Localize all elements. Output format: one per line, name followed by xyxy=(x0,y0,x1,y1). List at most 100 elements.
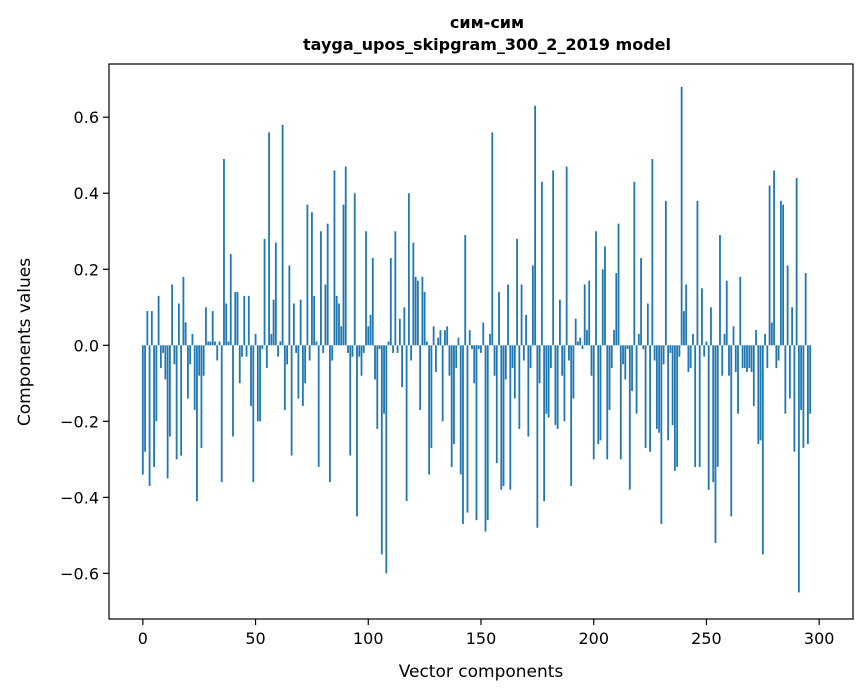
bar-287 xyxy=(788,345,791,399)
bar-177 xyxy=(540,181,543,346)
bar-69 xyxy=(297,345,300,399)
bar-186 xyxy=(561,345,564,376)
y-tick-label: 0.6 xyxy=(74,108,99,127)
bar-21 xyxy=(189,345,192,365)
bar-171 xyxy=(527,345,530,437)
bar-76 xyxy=(313,295,316,346)
bar-66 xyxy=(290,345,293,456)
bar-39 xyxy=(229,254,232,346)
bar-34 xyxy=(218,341,221,346)
bar-65 xyxy=(288,265,291,346)
bar-169 xyxy=(522,345,525,361)
bar-278 xyxy=(768,185,771,346)
bar-219 xyxy=(635,345,638,414)
bar-144 xyxy=(466,345,469,513)
bar-81 xyxy=(324,284,327,346)
bar-264 xyxy=(737,345,739,414)
bar-72 xyxy=(304,345,307,384)
bar-48 xyxy=(250,345,252,407)
bar-222 xyxy=(642,345,645,350)
bar-52 xyxy=(259,345,261,422)
bar-40 xyxy=(232,345,234,437)
bar-223 xyxy=(644,345,647,448)
bar-295 xyxy=(807,345,809,445)
bar-68 xyxy=(295,345,298,353)
bar-202 xyxy=(597,345,600,445)
bar-45 xyxy=(243,295,246,346)
bar-82 xyxy=(326,223,329,346)
bar-220 xyxy=(637,333,640,346)
bar-136 xyxy=(448,345,451,376)
x-axis-label: Vector components xyxy=(399,662,564,682)
bar-170 xyxy=(525,314,527,346)
bar-157 xyxy=(495,345,498,464)
bar-251 xyxy=(707,345,710,490)
bar-121 xyxy=(414,276,417,346)
bar-70 xyxy=(299,299,302,346)
bar-158 xyxy=(498,292,500,346)
bar-28 xyxy=(205,307,207,346)
bar-80 xyxy=(322,345,325,353)
bar-100 xyxy=(367,326,370,346)
bar-260 xyxy=(728,345,730,376)
bar-151 xyxy=(482,322,485,346)
bar-61 xyxy=(279,341,282,346)
bar-44 xyxy=(241,345,243,357)
bar-63 xyxy=(283,345,286,410)
bar-122 xyxy=(416,280,419,346)
bar-255 xyxy=(716,345,719,467)
y-tick-label: −0.2 xyxy=(60,412,99,431)
x-tick-label: 100 xyxy=(353,629,384,648)
chart-subtitle: tayga_upos_skipgram_300_2_2019 model xyxy=(303,35,671,54)
bar-293 xyxy=(802,345,805,448)
x-tick-label: 250 xyxy=(691,629,722,648)
bar-62 xyxy=(281,124,284,346)
bar-19 xyxy=(184,322,187,346)
y-axis-label: Components values xyxy=(15,258,35,426)
x-tick-label: 300 xyxy=(804,629,835,648)
bar-54 xyxy=(263,238,266,346)
bar-134 xyxy=(444,330,446,346)
bar-142 xyxy=(462,345,464,524)
bar-198 xyxy=(588,280,591,346)
bar-209 xyxy=(613,330,615,346)
bar-247 xyxy=(698,345,701,467)
bar-77 xyxy=(315,341,318,346)
bar-4 xyxy=(150,311,153,346)
bar-116 xyxy=(403,307,406,346)
bar-11 xyxy=(166,345,169,479)
bar-165 xyxy=(513,345,516,399)
bar-102 xyxy=(371,257,374,346)
bar-258 xyxy=(723,333,726,346)
bar-267 xyxy=(743,345,746,369)
bar-194 xyxy=(579,337,582,346)
bar-291 xyxy=(797,345,800,593)
bar-15 xyxy=(175,345,178,460)
bar-236 xyxy=(673,345,676,471)
bar-128 xyxy=(430,345,433,448)
bar-266 xyxy=(741,345,744,369)
bar-117 xyxy=(405,345,408,502)
bar-281 xyxy=(775,345,778,369)
bar-60 xyxy=(277,345,279,357)
bar-73 xyxy=(306,204,309,346)
bar-179 xyxy=(545,345,548,414)
bar-95 xyxy=(356,345,358,517)
bar-138 xyxy=(453,345,455,445)
bar-135 xyxy=(446,326,449,346)
bar-149 xyxy=(477,345,480,350)
bar-112 xyxy=(394,231,397,346)
bars-group xyxy=(141,86,812,593)
bar-53 xyxy=(261,345,264,350)
x-tick-label: 150 xyxy=(466,629,497,648)
bar-285 xyxy=(784,345,787,414)
bar-189 xyxy=(568,345,570,361)
bar-173 xyxy=(531,265,534,346)
bar-33 xyxy=(216,345,219,361)
plot-frame xyxy=(108,63,854,620)
bar-1 xyxy=(144,345,146,452)
bar-221 xyxy=(640,257,642,346)
bar-46 xyxy=(245,345,248,357)
bar-211 xyxy=(617,223,620,346)
bar-241 xyxy=(685,284,688,346)
